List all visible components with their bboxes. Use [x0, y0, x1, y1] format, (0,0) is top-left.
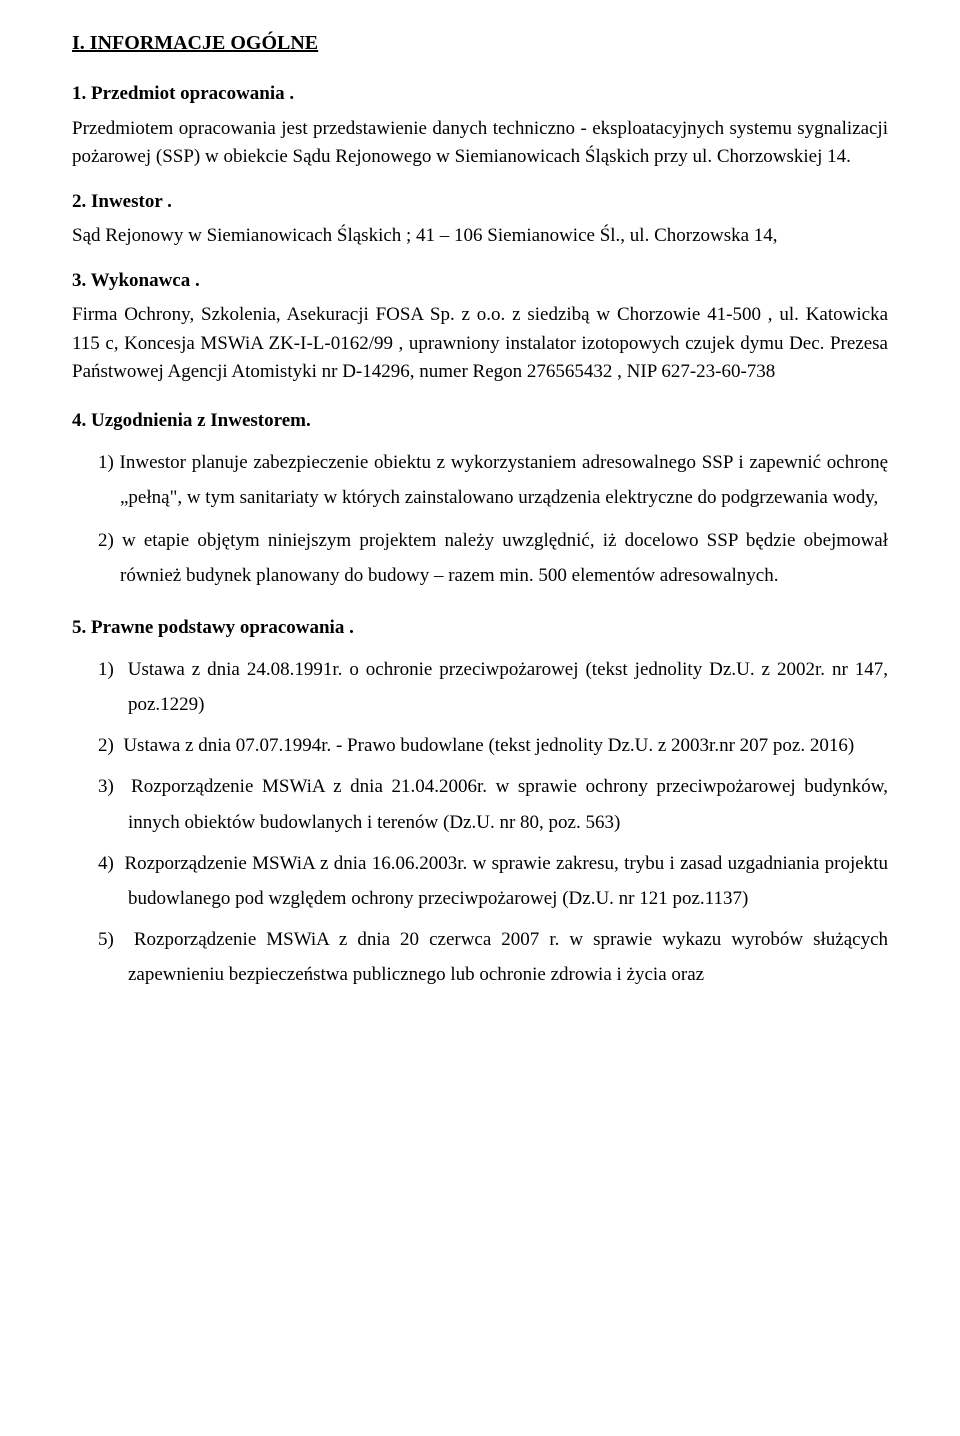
item-4-list: 1) Inwestor planuje zabezpieczenie obiek… [72, 445, 888, 594]
item-5-point-5-num: 5) [98, 929, 114, 950]
item-1: 1. Przedmiot opracowania . Przedmiotem o… [72, 80, 888, 172]
item-5-heading: 5. Prawne podstawy opracowania . [72, 614, 888, 643]
item-4-point-2: 2) w etapie objętym niniejszym projektem… [72, 523, 888, 593]
item-4-point-1: 1) Inwestor planuje zabezpieczenie obiek… [72, 445, 888, 515]
item-5-point-1-num: 1) [98, 659, 114, 680]
item-5: 5. Prawne podstawy opracowania . 1) Usta… [72, 614, 888, 993]
item-5-point-3-num: 3) [98, 776, 114, 797]
document-page: I. INFORMACJE OGÓLNE 1. Przedmiot opraco… [0, 0, 960, 1042]
item-3-heading: 3. Wykonawca . [72, 267, 888, 296]
item-5-list: 1) Ustawa z dnia 24.08.1991r. o ochronie… [72, 652, 888, 992]
item-5-point-2-num: 2) [98, 735, 114, 756]
item-5-point-1-text: Ustawa z dnia 24.08.1991r. o ochronie pr… [128, 659, 888, 715]
item-5-point-5: 5) Rozporządzenie MSWiA z dnia 20 czerwc… [72, 922, 888, 992]
item-5-point-3-text: Rozporządzenie MSWiA z dnia 21.04.2006r.… [128, 776, 888, 832]
item-1-heading: 1. Przedmiot opracowania . [72, 80, 888, 109]
item-4: 4. Uzgodnienia z Inwestorem. 1) Inwestor… [72, 407, 888, 594]
item-5-point-4-text: Rozporządzenie MSWiA z dnia 16.06.2003r.… [124, 853, 888, 909]
item-5-point-2-text: Ustawa z dnia 07.07.1994r. - Prawo budow… [123, 735, 854, 756]
item-5-point-4-num: 4) [98, 853, 114, 874]
section-title: I. INFORMACJE OGÓLNE [72, 28, 888, 58]
item-2: 2. Inwestor . Sąd Rejonowy w Siemianowic… [72, 188, 888, 251]
item-2-body: Sąd Rejonowy w Siemianowicach Śląskich ;… [72, 222, 888, 251]
item-5-point-5-text: Rozporządzenie MSWiA z dnia 20 czerwca 2… [128, 929, 888, 985]
item-3: 3. Wykonawca . Firma Ochrony, Szkolenia,… [72, 267, 888, 387]
item-5-point-4: 4) Rozporządzenie MSWiA z dnia 16.06.200… [72, 846, 888, 916]
item-5-point-2: 2) Ustawa z dnia 07.07.1994r. - Prawo bu… [72, 728, 888, 763]
item-5-point-3: 3) Rozporządzenie MSWiA z dnia 21.04.200… [72, 769, 888, 839]
item-2-heading: 2. Inwestor . [72, 188, 888, 217]
item-5-point-1: 1) Ustawa z dnia 24.08.1991r. o ochronie… [72, 652, 888, 722]
item-1-body: Przedmiotem opracowania jest przedstawie… [72, 115, 888, 172]
item-3-body: Firma Ochrony, Szkolenia, Asekuracji FOS… [72, 301, 888, 387]
item-4-heading: 4. Uzgodnienia z Inwestorem. [72, 407, 888, 436]
